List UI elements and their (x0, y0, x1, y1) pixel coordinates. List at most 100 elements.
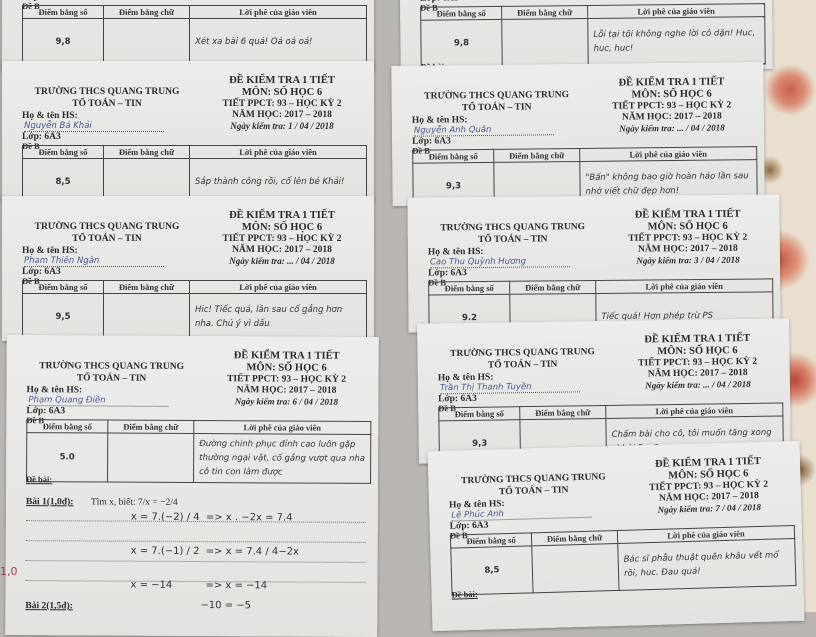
school-year: NĂM HỌC: 2017 – 2018 (637, 243, 738, 255)
score-number: 8,5 (22, 158, 104, 201)
work-left: x = −14 (130, 579, 173, 591)
school-year: NĂM HỌC: 2017 – 2018 (232, 245, 332, 255)
school-name: TRƯỜNG THCS QUANG TRUNG (39, 361, 185, 372)
col-score-number: Điểm bằng số (438, 406, 520, 421)
exam-title: ĐỀ KIỂM TRA 1 TIẾT (233, 350, 340, 362)
department: TỔ TOÁN – TIN (72, 99, 142, 109)
answer-line (25, 580, 366, 583)
grade-table-row: 5.0 Đường chinh phục đỉnh cao luôn gặp th… (26, 432, 371, 484)
teacher-comment: Sắp thành công rồi, cố lên bé Khải! (189, 158, 367, 201)
score-words (107, 433, 194, 483)
student-name: Trần Thị Thanh Tuyền (439, 381, 581, 395)
grade-table-row: 8,5 Bác sĩ phẫu thuật quên khâu vết mổ rồ… (450, 538, 796, 596)
student-label: Họ & tên HS: (26, 385, 83, 396)
score-words (103, 18, 190, 66)
exam-title: ĐỀ KIỂM TRA 1 TIẾT (229, 210, 335, 221)
col-score-number: Điểm bằng số (22, 145, 104, 159)
col-score-number: Điểm bằng số (412, 149, 494, 164)
student-name: Nguyễn Bá Khải (24, 121, 164, 132)
grade-table-row: 9,8 Lỗi tại tôi không nghe lời cô dặn! Hu… (420, 16, 766, 68)
student-label: Họ & tên HS: (22, 246, 78, 256)
score-number: 9,5 (22, 293, 104, 341)
grade-table: Điểm bằng số Điểm bằng chữ Lời phê của giá… (26, 419, 371, 484)
score-number: 9,8 (420, 19, 503, 68)
teacher-comment: Xét xa bài 6 quá! Oá oá oá! (189, 18, 367, 66)
col-score-words: Điểm bằng chữ (107, 420, 194, 434)
class-label: Lớp: 6A3 (22, 0, 61, 2)
exam-date: Ngày kiểm tra: 3 / 04 / 2018 (636, 254, 740, 266)
score-words (501, 18, 589, 67)
student-label: Họ & tên HS: (22, 111, 78, 121)
col-score-words: Điểm bằng chữ (519, 405, 606, 420)
work-right: => x . −2x = 7.4 (205, 512, 293, 524)
department: TỔ TOÁN – TIN (76, 373, 147, 384)
margin-score: 1,0 (0, 565, 18, 578)
student-name: Phạm Thiên Ngân (24, 256, 164, 267)
exam-date: Ngày kiểm tra: 1 / 04 / 2018 (230, 121, 334, 131)
student-label: Họ & tên HS: (411, 115, 468, 126)
school-year: NĂM HỌC: 2017 – 2018 (232, 110, 332, 120)
school-name: TRƯỜNG THCS QUANG TRUNG (440, 222, 586, 234)
col-score-words: Điểm bằng chữ (103, 145, 190, 159)
grade-table-row: 9,5 Hic! Tiếc quá, lần sau cố gắng hơn nh… (22, 293, 367, 341)
col-score-number: Điểm bằng số (428, 281, 510, 295)
bai2-label: Bài 2(1,5đ): (25, 601, 73, 612)
period: TIẾT PPCT: 93 – HỌC KỲ 2 (227, 374, 347, 385)
student-name: Phạm Quang Điền (28, 395, 169, 407)
problems-label: Đề bài: (26, 474, 53, 485)
col-score-number: Điểm bằng số (22, 280, 104, 294)
school-year: NĂM HỌC: 2017 – 2018 (236, 385, 337, 396)
col-teacher-comment: Lời phê của giáo viên (189, 280, 367, 294)
period: TIẾT PPCT: 93 – HỌC KỲ 2 (222, 99, 342, 109)
exam-title: ĐỀ KIỂM TRA 1 TIẾT (634, 208, 741, 221)
work-left: x = 7.(−1) / 2 (130, 545, 200, 558)
grade-table-row: 9,8 Xét xa bài 6 quá! Oá oá oá! (22, 18, 367, 66)
subject: MÔN: SỐ HỌC 6 (631, 88, 712, 101)
subject: MÔN: SỐ HỌC 6 (241, 222, 323, 233)
bai1-text: Tìm x, biết: 7/x = −2/4 (90, 497, 178, 508)
department: TỔ TOÁN – TIN (498, 485, 569, 498)
col-score-number: Điểm bằng số (420, 6, 502, 21)
score-number: 9,8 (22, 18, 104, 66)
school-year: NĂM HỌC: 2017 – 2018 (621, 111, 722, 123)
exam-paper: TRƯỜNG THCS QUANG TRUNG TỔ TOÁN – TIN ĐỀ K… (2, 196, 374, 341)
col-teacher-comment: Lời phê của giáo viên (189, 145, 367, 159)
period: TIẾT PPCT: 93 – HỌC KỲ 2 (612, 100, 732, 112)
class-label: Lớp: 6A3 (22, 132, 61, 142)
exam-date: Ngày kiểm tra: ... / 04 / 2018 (645, 378, 751, 391)
school-name: TRƯỜNG THCS QUANG TRUNG (34, 222, 180, 232)
school-name: TRƯỜNG THCS QUANG TRUNG (424, 90, 570, 102)
department: TỔ TOÁN – TIN (478, 234, 548, 246)
col-score-number: Điểm bằng số (22, 5, 104, 19)
score-words (103, 158, 190, 201)
grade-table: Điểm bằng số Điểm bằng chữ Lời phê của giá… (22, 145, 367, 201)
answer-line (25, 560, 366, 563)
grade-table: Điểm bằng số Điểm bằng chữ Lời phê của giá… (450, 525, 797, 596)
grade-table: Điểm bằng số Điểm bằng chữ Lời phê của giá… (22, 5, 367, 66)
work-left: x = 7.(−2) / 4 (130, 511, 200, 524)
school-name: TRƯỜNG THCS QUANG TRUNG (450, 347, 595, 360)
exam-title: ĐỀ KIỂM TRA 1 TIẾT (618, 76, 725, 89)
exam-date: Ngày kiểm tra: 6 / 04 / 2018 (234, 396, 339, 407)
grade-table: Điểm bằng số Điểm bằng chữ Lời phê của giá… (420, 3, 766, 68)
score-words (103, 293, 190, 341)
col-teacher-comment: Lời phê của giáo viên (189, 5, 367, 19)
period: TIẾT PPCT: 93 – HỌC KỲ 2 (628, 232, 748, 244)
school-name: TRƯỜNG THCS QUANG TRUNG (34, 87, 180, 97)
student-label: Họ & tên HS: (427, 246, 484, 258)
teacher-comment: Bác sĩ phẫu thuật quên khâu vết mổ rồi, … (617, 538, 796, 591)
col-score-words: Điểm bằng chữ (493, 148, 580, 163)
class-label: Lớp: 6A3 (22, 267, 61, 277)
exam-date: Ngày kiểm tra: ... / 04 / 2018 (229, 256, 335, 266)
exam-date: Ngày kiểm tra: ... / 04 / 2018 (619, 122, 725, 134)
department: TỔ TOÁN – TIN (72, 234, 142, 244)
student-name: Cao Thu Quỳnh Hương (429, 256, 571, 269)
bai1-label: Bài 1(1,0đ): (25, 497, 74, 508)
score-number: 8,5 (450, 545, 534, 596)
col-teacher-comment: Lời phê của giáo viên (193, 420, 371, 435)
